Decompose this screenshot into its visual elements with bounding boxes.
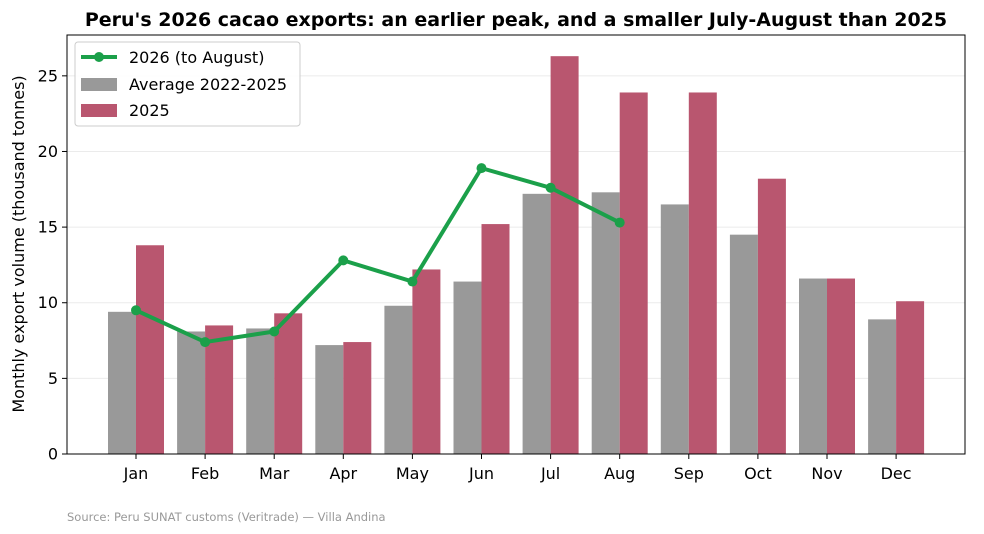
x-tick-label: Jun [468, 464, 494, 483]
y-tick-label: 10 [38, 293, 58, 312]
bar-2025-jan [136, 245, 164, 454]
bar-average-feb [177, 331, 206, 454]
bar-2025-nov [827, 278, 855, 454]
bar-average-nov [799, 278, 827, 454]
point-2026-apr [338, 255, 349, 266]
bar-2025-may [412, 269, 441, 454]
y-tick-label: 0 [48, 445, 58, 464]
bars [108, 56, 925, 455]
x-tick-label: Oct [744, 464, 772, 483]
legend-box [74, 41, 301, 127]
x-tick-label: Jan [123, 464, 149, 483]
y-tick-label: 25 [38, 66, 58, 85]
bar-average-mar [246, 328, 275, 454]
x-tick-label: Dec [881, 464, 912, 483]
y-tick-label: 15 [38, 218, 58, 237]
y-tick-label: 20 [38, 142, 58, 161]
legend-label-average: Average 2022-2025 [129, 75, 287, 94]
bar-average-sep [660, 204, 689, 454]
y-tick-label: 5 [48, 369, 58, 388]
x-tick-label: Sep [674, 464, 704, 483]
x-tick-label: Jul [540, 464, 560, 483]
bar-average-apr [315, 345, 344, 454]
bar-average-aug [591, 192, 620, 454]
legend-swatch-2025 [81, 104, 117, 117]
line-2026 [134, 166, 622, 345]
point-2026-jul [545, 182, 556, 193]
bar-2025-oct [757, 178, 786, 454]
x-tick-label: Aug [604, 464, 635, 483]
bar-2025-jul [550, 56, 579, 455]
chart-title: Peru's 2026 cacao exports: an earlier pe… [85, 9, 947, 31]
legend: 2026 (to August) Average 2022-2025 2025 [74, 41, 301, 127]
line-series [131, 163, 625, 348]
legend-swatch-average [81, 78, 117, 91]
y-axis-label: Monthly export volume (thousand tonnes) [9, 75, 28, 412]
bar-average-jun [453, 281, 482, 454]
bar-average-oct [729, 234, 758, 454]
bar-average-jul [522, 193, 551, 454]
point-2026-aug [614, 217, 625, 228]
legend-label-2025: 2025 [129, 101, 170, 120]
bar-2025-apr [343, 342, 372, 454]
bar-2025-mar [274, 313, 303, 454]
source-note: Source: Peru SUNAT customs (Veritrade) —… [67, 510, 386, 524]
x-tick-label: Apr [329, 464, 357, 483]
bar-average-may [384, 305, 413, 454]
bar-2025-aug [619, 92, 648, 455]
point-2026-jan [131, 305, 141, 316]
x-tick-label: May [396, 464, 429, 483]
x-tick-label: Nov [811, 464, 842, 483]
plot-frame [66, 34, 966, 455]
point-2026-feb [200, 337, 211, 348]
point-2026-jun [476, 163, 487, 174]
bar-2025-dec [896, 301, 925, 454]
bar-average-dec [868, 319, 897, 454]
legend-line-marker [94, 52, 104, 62]
x-tick-label: Feb [191, 464, 219, 483]
point-2026-mar [269, 326, 280, 337]
x-tick-label: Mar [259, 464, 290, 483]
point-2026-may [407, 276, 418, 287]
legend-label-2026: 2026 (to August) [129, 48, 264, 67]
bar-2025-sep [688, 92, 717, 455]
bar-2025-jun [481, 224, 510, 454]
bar-2025-feb [205, 325, 234, 454]
bar-average-jan [108, 311, 136, 454]
